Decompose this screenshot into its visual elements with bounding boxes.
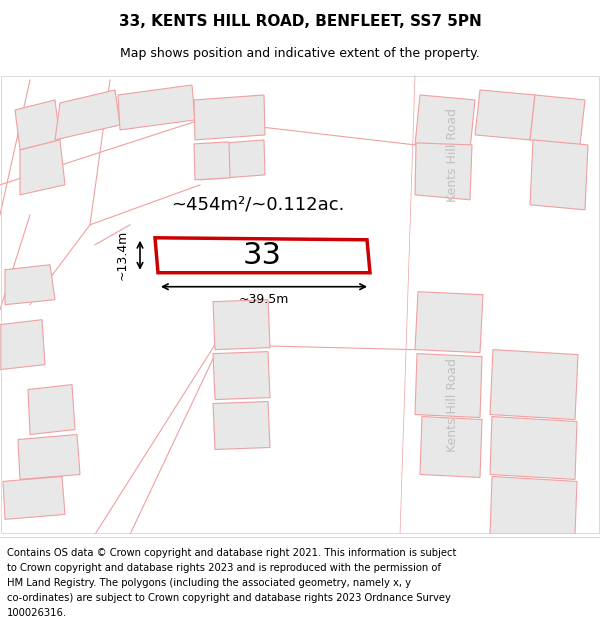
Polygon shape bbox=[490, 349, 578, 419]
Polygon shape bbox=[213, 352, 270, 399]
Text: Kents Hill Road: Kents Hill Road bbox=[446, 357, 460, 451]
Polygon shape bbox=[490, 416, 577, 479]
Text: Map shows position and indicative extent of the property.: Map shows position and indicative extent… bbox=[120, 48, 480, 61]
Polygon shape bbox=[200, 140, 265, 180]
Text: Kents Hill Road: Kents Hill Road bbox=[446, 108, 460, 202]
Polygon shape bbox=[194, 142, 230, 180]
Polygon shape bbox=[0, 319, 45, 369]
Text: co-ordinates) are subject to Crown copyright and database rights 2023 Ordnance S: co-ordinates) are subject to Crown copyr… bbox=[7, 593, 451, 603]
Polygon shape bbox=[18, 434, 80, 479]
Polygon shape bbox=[3, 476, 65, 519]
Text: ~454m²/~0.112ac.: ~454m²/~0.112ac. bbox=[172, 196, 344, 214]
Text: 100026316.: 100026316. bbox=[7, 608, 67, 618]
Polygon shape bbox=[213, 300, 270, 349]
Polygon shape bbox=[20, 140, 65, 195]
Polygon shape bbox=[155, 238, 370, 272]
Polygon shape bbox=[530, 140, 588, 210]
Polygon shape bbox=[475, 90, 535, 140]
Text: 33, KENTS HILL ROAD, BENFLEET, SS7 5PN: 33, KENTS HILL ROAD, BENFLEET, SS7 5PN bbox=[119, 14, 481, 29]
Text: to Crown copyright and database rights 2023 and is reproduced with the permissio: to Crown copyright and database rights 2… bbox=[7, 563, 441, 573]
Text: ~39.5m: ~39.5m bbox=[239, 293, 289, 306]
Polygon shape bbox=[490, 476, 577, 534]
Polygon shape bbox=[530, 95, 585, 145]
Polygon shape bbox=[55, 90, 120, 140]
Polygon shape bbox=[420, 416, 482, 478]
Polygon shape bbox=[5, 265, 55, 304]
Text: Contains OS data © Crown copyright and database right 2021. This information is : Contains OS data © Crown copyright and d… bbox=[7, 548, 457, 558]
Polygon shape bbox=[194, 95, 265, 140]
Polygon shape bbox=[118, 85, 195, 130]
Polygon shape bbox=[415, 292, 483, 352]
Polygon shape bbox=[415, 143, 472, 200]
Polygon shape bbox=[28, 384, 75, 434]
Text: 33: 33 bbox=[243, 241, 282, 270]
Polygon shape bbox=[15, 100, 60, 150]
Text: ~13.4m: ~13.4m bbox=[115, 230, 128, 281]
Text: HM Land Registry. The polygons (including the associated geometry, namely x, y: HM Land Registry. The polygons (includin… bbox=[7, 578, 411, 588]
Polygon shape bbox=[415, 95, 475, 150]
Polygon shape bbox=[213, 401, 270, 449]
Polygon shape bbox=[415, 354, 482, 418]
